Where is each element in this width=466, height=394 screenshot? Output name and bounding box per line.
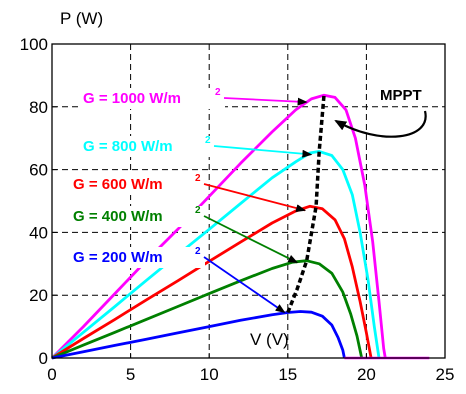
x-tick-label-4: 20 <box>357 365 376 384</box>
legend-arrow-2 <box>203 183 307 213</box>
legend-label-2: G = 600 W/m <box>73 176 163 193</box>
legend-bg-0 <box>80 88 225 109</box>
y-tick-label-3: 60 <box>29 161 48 180</box>
y-tick-label-1: 20 <box>29 286 48 305</box>
y-axis-label: P (W) <box>60 9 103 28</box>
legend-bg-2 <box>70 174 205 195</box>
axes <box>51 43 446 359</box>
legend-superscript-2: 2 <box>195 173 201 184</box>
x-tick-label-3: 15 <box>278 365 297 384</box>
legend-arrow-0 <box>223 97 308 106</box>
legend-arrow-3 <box>203 215 299 264</box>
x-tick-label-1: 5 <box>126 365 135 384</box>
legend-label-0: G = 1000 W/m <box>83 90 181 107</box>
x-tick-label-5: 25 <box>436 365 455 384</box>
legend-superscript-4: 2 <box>195 246 201 257</box>
tick-labels: 0 5 10 15 20 25 0 20 40 60 80 100 <box>20 35 455 384</box>
legend-arrow-1 <box>213 145 313 158</box>
legend-superscript-0: 2 <box>215 87 221 98</box>
legend-bg-1 <box>80 136 215 157</box>
y-tick-label-2: 40 <box>29 223 48 242</box>
legend-entry-1: G = 800 W/m 2 <box>80 135 313 158</box>
legend-entry-4: G = 200 W/m 2 <box>70 246 286 314</box>
legend-bg-3 <box>70 206 205 227</box>
series-line-4 <box>51 310 346 360</box>
y-tick-label-0: 0 <box>39 349 48 368</box>
legend-superscript-1: 2 <box>205 135 211 146</box>
legend: G = 1000 W/m 2G = 800 W/m 2G = 600 W/m 2G =… <box>70 87 313 314</box>
legend-entry-2: G = 600 W/m 2 <box>70 173 307 213</box>
legend-entry-3: G = 400 W/m 2 <box>70 205 299 264</box>
mppt-arrow <box>334 110 427 138</box>
series-line-3 <box>51 259 364 360</box>
mppt-label: MPPT <box>380 87 422 104</box>
legend-entry-0: G = 1000 W/m 2 <box>80 87 308 109</box>
legend-superscript-3: 2 <box>195 205 201 216</box>
legend-bg-4 <box>70 247 205 268</box>
x-tick-label-2: 10 <box>200 365 219 384</box>
legend-label-1: G = 800 W/m <box>83 138 173 155</box>
y-tick-label-5: 100 <box>20 35 48 54</box>
mpp-locus-line <box>286 95 326 314</box>
x-axis-label: V (V) <box>250 330 289 349</box>
plot-frame <box>51 43 446 359</box>
y-tick-label-4: 80 <box>29 98 48 117</box>
legend-label-4: G = 200 W/m <box>73 249 163 266</box>
legend-label-3: G = 400 W/m <box>73 208 163 225</box>
legend-arrow-4 <box>203 256 286 314</box>
x-tick-label-0: 0 <box>47 365 56 384</box>
mppt-annotation: MPPT <box>334 87 427 138</box>
